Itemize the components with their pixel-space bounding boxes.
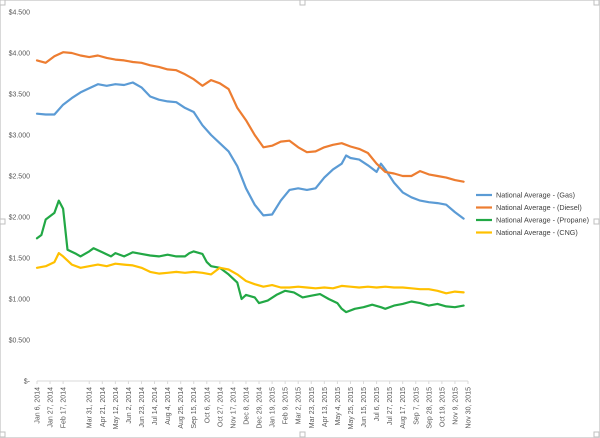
resize-handle[interactable] [299,0,306,6]
legend-entry-0[interactable]: National Average - (Gas) [476,191,575,200]
resize-handle[interactable] [0,218,6,225]
resize-handle[interactable] [0,0,6,6]
x-tick-label: Jan 6, 2014 [35,387,42,424]
legend-label: National Average - (Diesel) [496,203,582,212]
legend-label: National Average - (CNG) [496,228,578,237]
x-tick-label: Mar 23, 2015 [309,387,316,428]
y-tick-label: $0.500 [9,338,31,345]
resize-handle[interactable] [299,431,306,438]
y-tick-label: $4.000 [9,51,31,58]
y-tick-label: $3.500 [9,92,31,99]
series-line-0 [35,81,465,220]
resize-handle[interactable] [593,431,600,438]
y-tick-label: $- [24,379,31,386]
series-line-2 [35,199,465,314]
resize-handle[interactable] [593,0,600,6]
x-tick-label: Apr 13, 2015 [322,387,329,427]
x-tick-label: Dec 29, 2014 [257,387,264,429]
x-tick-label: Jan 19, 2015 [270,387,277,428]
x-tick-label: Jun 2, 2014 [126,387,133,424]
x-tick-label: Aug 4, 2014 [165,387,172,425]
x-tick-label: Sep 15, 2014 [191,387,198,429]
x-tick-label: May 25, 2015 [348,387,355,430]
x-tick-label: Sep 7, 2015 [413,387,420,425]
x-tick-label: Sep 28, 2015 [426,387,433,429]
x-tick-label: May 4, 2015 [335,387,342,426]
x-tick-label: Apr 21, 2014 [100,387,107,427]
x-tick-label: Dec 8, 2014 [243,387,250,425]
x-tick-label: Jun 15, 2015 [361,387,368,428]
x-tick-label: May 12, 2014 [113,387,120,430]
y-tick-label: $4.500 [9,10,31,17]
x-tick-label: Nov 17, 2014 [230,387,237,429]
series-line-3 [35,252,465,295]
y-tick-label: $1.500 [9,256,31,263]
x-tick-label: Jul 27, 2015 [387,387,394,425]
x-tick-label: Feb 9, 2015 [283,387,290,424]
y-tick-label: $3.000 [9,133,31,140]
resize-handle[interactable] [593,218,600,225]
x-tick-label: Jul 14, 2014 [152,387,159,425]
y-tick-label: $2.500 [9,174,31,181]
legend-entry-2[interactable]: National Average - (Propane) [476,216,589,225]
y-tick-label: $2.000 [9,215,31,222]
x-tick-label: Jan 27, 2014 [48,387,55,428]
x-tick-label: Mar 31, 2014 [87,387,94,428]
series-lines [35,51,465,314]
y-axis-tick-labels: $- $0.500 $1.000 $1.500 $2.000 $2.500 $3.000 $3… [9,10,31,386]
x-tick-label: Nov 9, 2015 [452,387,459,425]
legend-label: National Average - (Gas) [496,191,575,200]
x-tick-label: Aug 25, 2014 [178,387,185,429]
y-tick-label: $1.000 [9,297,31,304]
x-tick-label: Mar 2, 2015 [296,387,303,424]
resize-handle[interactable] [0,431,6,438]
legend-entry-3[interactable]: National Average - (CNG) [476,228,578,237]
x-axis-tick-labels: Jan 6, 2014 Jan 27, 2014 Feb 17, 2014 Mar 3… [35,381,473,429]
x-tick-label: Oct 19, 2015 [439,387,446,427]
x-tick-label: Jul 6, 2015 [374,387,381,421]
x-tick-label: Nov 30, 2015 [466,387,473,429]
x-tick-label: Jun 23, 2014 [139,387,146,428]
series-line-1 [35,51,465,183]
legend[interactable]: National Average - (Gas) National Average… [476,191,589,238]
x-tick-label: Oct 27, 2014 [217,387,224,427]
x-tick-label: Oct 6, 2014 [204,387,211,423]
x-tick-label: Feb 17, 2014 [61,387,68,428]
legend-entry-1[interactable]: National Average - (Diesel) [476,203,582,212]
x-tick-label: Aug 17, 2015 [400,387,407,429]
legend-label: National Average - (Propane) [496,216,589,225]
